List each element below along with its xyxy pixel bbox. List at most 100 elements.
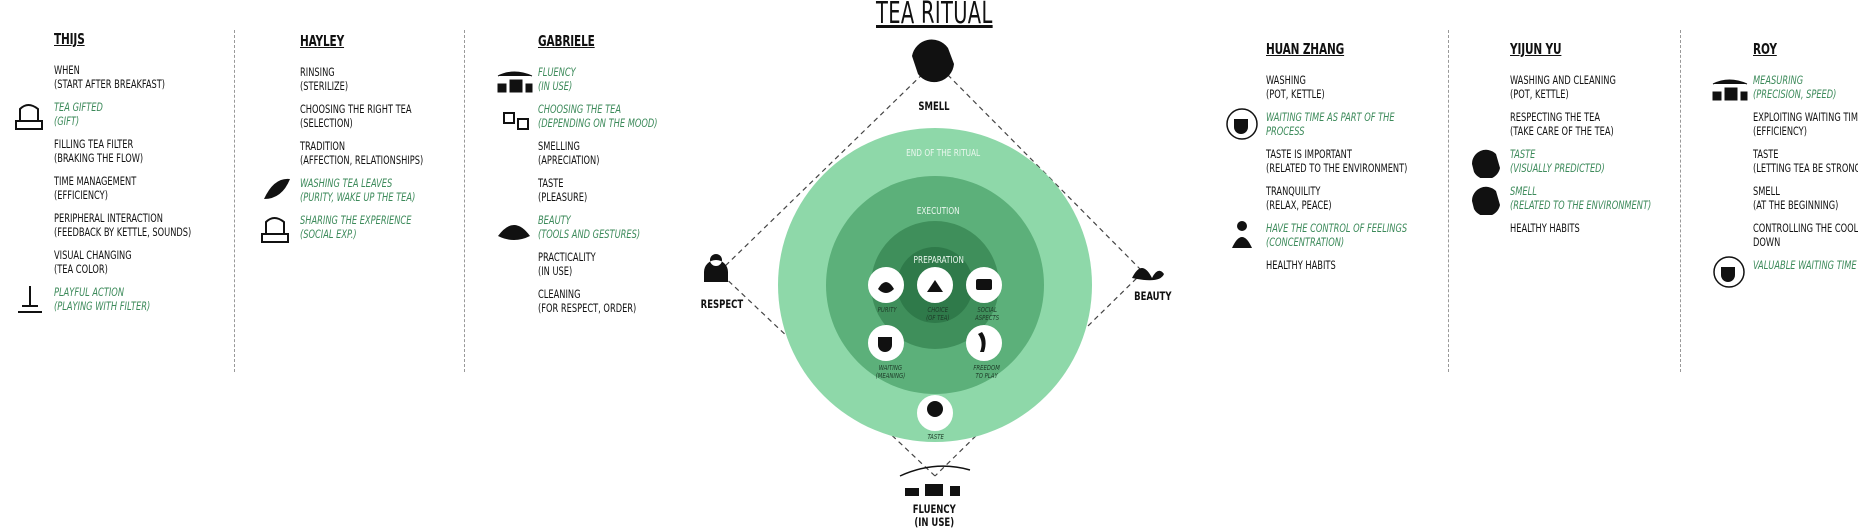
- tea-set-icon: [1709, 70, 1749, 104]
- insight-title: RINSING: [300, 65, 335, 79]
- insight-detail: (EFFICIENCY): [1753, 123, 1807, 138]
- lotus-icon: [494, 210, 534, 244]
- insight-title: TASTE: [1753, 147, 1779, 161]
- node-label-freedom: FREEDOM TO PLAY: [973, 364, 1000, 380]
- insight-detail: (EFFICIENCY): [54, 187, 108, 202]
- tea-gift-icon: [10, 97, 50, 131]
- tea-gift-icon: [256, 210, 296, 244]
- insight-item: HEALTHY HABITS: [1266, 258, 1443, 273]
- insight-title: VISUAL CHANGING: [54, 248, 132, 262]
- playful-filter-icon: [10, 282, 50, 316]
- insight-title: TIME MANAGEMENT: [54, 174, 137, 188]
- teabag-icon: [1466, 181, 1506, 217]
- insight-title: CONTROLLING THE COOLING: [1753, 221, 1858, 235]
- insight-title: WASHING: [1266, 73, 1306, 87]
- waiting-label-line1: WAITING: [878, 364, 903, 372]
- insight-detail: (DEPENDING ON THE MOOD): [538, 115, 658, 130]
- insight-item: TASTE (PLEASURE): [538, 176, 687, 204]
- insight-item: WHEN (START AFTER BREAKFAST): [54, 63, 226, 91]
- highlighted-insight: CHOOSING THE TEA (DEPENDING ON THE MOOD): [503, 102, 687, 130]
- highlighted-insight: MEASURING (PRECISION, SPEED): [1712, 73, 1858, 101]
- purity-icon: [878, 282, 894, 293]
- column-gabriele: GABRIELE FLUENCY (IN USE) CHOOSING THE TEA(…: [497, 32, 687, 325]
- insight-item: TRADITION (AFFECTION, RELATIONSHIPS): [300, 139, 454, 167]
- column-separator: [464, 30, 465, 372]
- freedom-icon: [978, 332, 986, 352]
- highlighted-insight: VALUABLE WAITING TIME: [1713, 256, 1858, 288]
- insight-detail: (FEEDBACK BY KETTLE, SOUNDS): [54, 224, 192, 239]
- insight-item: WASHING AND CLEANING (POT, KETTLE): [1510, 73, 1687, 101]
- column-huan-zhang: HUAN ZHANG WASHING (POT, KETTLE) WAITING TI…: [1226, 40, 1443, 283]
- insight-title: PLAYFUL ACTION: [54, 285, 125, 299]
- choice-label-line1: CHOICE: [927, 306, 949, 314]
- freedom-label-line2: TO PLAY: [975, 372, 998, 380]
- insight-detail: (PURITY, WAKE UP THE TEA): [300, 189, 416, 204]
- column-title: HUAN ZHANG: [1266, 40, 1345, 58]
- insight-detail: (AFFECTION, RELATIONSHIPS): [300, 152, 424, 167]
- highlighted-insight: BEAUTY (TOOLS AND GESTURES): [498, 213, 687, 241]
- insight-title: CHOOSING THE TEA: [538, 102, 622, 116]
- ring-label-outer: END OF THE RITUAL: [906, 148, 981, 159]
- insight-title: FLUENCY: [538, 65, 576, 79]
- insight-detail: (POT, KETTLE): [1266, 86, 1325, 101]
- insight-item: TASTE (LETTING TEA BE STRONG): [1753, 147, 1858, 175]
- insight-title: SMELLING: [538, 139, 580, 153]
- insight-detail: (POT, KETTLE): [1510, 86, 1569, 101]
- insight-title: FILLING TEA FILTER: [54, 137, 134, 151]
- teabag-icon: [1466, 144, 1506, 180]
- insight-detail: (APRECIATION): [538, 152, 600, 167]
- insight-title: TASTE IS IMPORTANT: [1266, 147, 1352, 161]
- insight-title: WASHING TEA LEAVES: [300, 176, 393, 190]
- insight-title: TRADITION: [300, 139, 346, 153]
- insight-item: FILLING TEA FILTER (BRAKING THE FLOW): [54, 137, 226, 165]
- insight-item: CHOOSING THE RIGHT TEA (SELECTION): [300, 102, 454, 130]
- column-yijun-yu: YIJUN YU WASHING AND CLEANING (POT, KETTLE…: [1471, 40, 1687, 246]
- fluency-label-line1: FLUENCY: [912, 502, 956, 516]
- insight-title: PERIPHERAL INTERACTION: [54, 211, 163, 225]
- column-title: GABRIELE: [538, 32, 595, 50]
- insight-detail: (TAKE CARE OF THE TEA): [1510, 123, 1614, 138]
- corner-label-fluency: FLUENCY (IN USE): [913, 503, 956, 529]
- insight-detail: (FOR RESPECT, ORDER): [538, 300, 637, 315]
- column-separator: [1448, 30, 1449, 372]
- insight-detail: PROCESS: [1266, 123, 1305, 138]
- insight-detail: (GIFT): [54, 113, 80, 128]
- column-hayley: HAYLEY RINSING (STERILIZE) CHOOSING THE RIG…: [261, 32, 454, 251]
- taste-icon: [927, 401, 943, 417]
- insight-title: HAVE THE CONTROL OF FEELINGS: [1266, 221, 1408, 235]
- node-label-social: SOCIAL ASPECTS: [975, 306, 999, 322]
- insight-detail: (SOCIAL EXP.): [300, 226, 357, 241]
- tea-set-icon: [494, 62, 534, 96]
- choice-icon: [927, 280, 943, 292]
- insight-item: VISUAL CHANGING (TEA COLOR): [54, 248, 226, 276]
- insight-title: CHOOSING THE RIGHT TEA: [300, 102, 412, 116]
- choice-label-line2: (OF TEA): [926, 314, 950, 322]
- insight-title: SHARING THE EXPERIENCE: [300, 213, 412, 227]
- insight-item: CLEANING (FOR RESPECT, ORDER): [538, 287, 687, 315]
- social-label-line2: ASPECTS: [975, 314, 1000, 322]
- insight-detail: (PLAYING WITH FILTER): [54, 298, 151, 313]
- freedom-label-line1: FREEDOM: [973, 364, 1000, 372]
- insight-item: TRANQUILITY (RELAX, PEACE): [1266, 184, 1443, 212]
- highlighted-insight: TASTE (VISUALLY PREDICTED): [1471, 147, 1687, 180]
- column-separator: [1680, 30, 1681, 372]
- insight-detail: (TOOLS AND GESTURES): [538, 226, 641, 241]
- insight-item: EXPLOITING WAITING TIME (EFFICIENCY): [1753, 110, 1858, 138]
- page-title: TEA RITUAL: [876, 0, 993, 31]
- fluency-swoosh: [899, 465, 971, 477]
- insight-title: TASTE: [1510, 147, 1536, 161]
- column-thijs: THIJS WHEN (START AFTER BREAKFAST) TEA GIFT…: [15, 30, 226, 323]
- beauty-icon: [1132, 268, 1164, 281]
- insight-item: SMELL (AT THE BEGINNING): [1753, 184, 1858, 212]
- insight-detail: (LETTING TEA BE STRONG): [1753, 160, 1858, 175]
- ring-label-middle: EXECUTION: [916, 206, 960, 217]
- corner-label-beauty: BEAUTY: [1134, 289, 1172, 303]
- insight-detail: (CONCENTRATION): [1266, 234, 1345, 249]
- insight-title: TRANQUILITY: [1266, 184, 1321, 198]
- insight-detail: DOWN: [1753, 234, 1781, 249]
- insight-title: CLEANING: [538, 287, 581, 301]
- insight-detail: (RELAX, PEACE): [1266, 197, 1332, 212]
- highlighted-insight: SHARING THE EXPERIENCE (SOCIAL EXP.): [261, 213, 454, 243]
- insight-title: HEALTHY HABITS: [1510, 221, 1580, 235]
